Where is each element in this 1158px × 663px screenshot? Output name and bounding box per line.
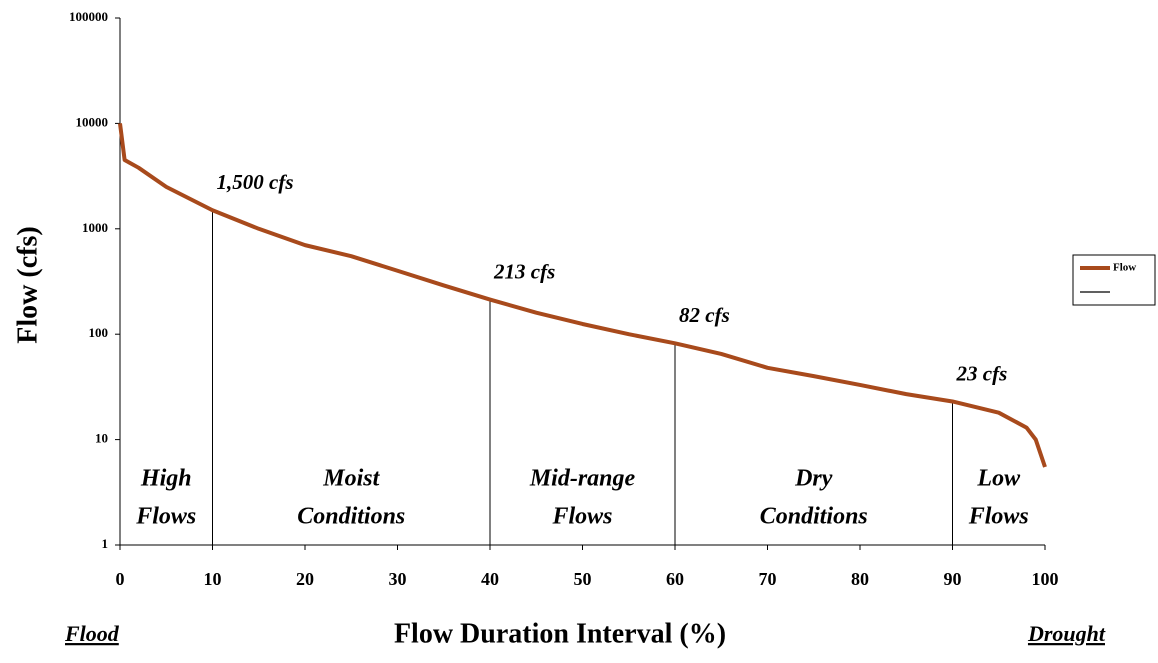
x-tick-label: 50 [574, 569, 592, 589]
y-axis-title: Flow (cfs) [12, 226, 43, 343]
x-tick-label: 90 [944, 569, 962, 589]
zone-label: Conditions [760, 504, 868, 530]
drought-note: Drought [1027, 621, 1106, 646]
y-tick-label: 1 [102, 536, 109, 551]
zone-label: Moist [322, 466, 380, 492]
y-tick-label: 100000 [69, 9, 108, 24]
x-tick-label: 80 [851, 569, 869, 589]
flood-note: Flood [64, 621, 120, 646]
x-tick-label: 20 [296, 569, 314, 589]
x-tick-label: 30 [389, 569, 407, 589]
x-tick-label: 40 [481, 569, 499, 589]
x-tick-label: 60 [666, 569, 684, 589]
x-tick-label: 0 [116, 569, 125, 589]
annotation-label: 213 cfs [493, 259, 555, 283]
zone-label: Mid-range [529, 466, 636, 492]
y-tick-label: 10000 [76, 114, 109, 129]
x-axis-title: Flow Duration Interval (%) [394, 618, 726, 649]
y-tick-label: 1000 [82, 220, 108, 235]
zone-label: Dry [794, 466, 833, 492]
y-tick-label: 10 [95, 431, 108, 446]
annotation-label: 1,500 cfs [217, 170, 294, 194]
zone-label: Conditions [297, 504, 405, 530]
annotation-label: 82 cfs [679, 303, 730, 327]
x-tick-label: 100 [1032, 569, 1059, 589]
legend-label: Flow [1113, 262, 1136, 274]
x-tick-label: 10 [204, 569, 222, 589]
zone-label: Flows [135, 504, 196, 530]
legend-box [1072, 254, 1156, 306]
zone-label: High [140, 466, 192, 492]
zone-label: Flows [968, 504, 1029, 530]
flow-line [118, 123, 1047, 468]
zone-label: Low [976, 466, 1021, 492]
y-tick-label: 100 [89, 325, 109, 340]
annotation-label: 23 cfs [956, 361, 1008, 385]
x-tick-label: 70 [759, 569, 777, 589]
zone-label: Flows [551, 504, 612, 530]
